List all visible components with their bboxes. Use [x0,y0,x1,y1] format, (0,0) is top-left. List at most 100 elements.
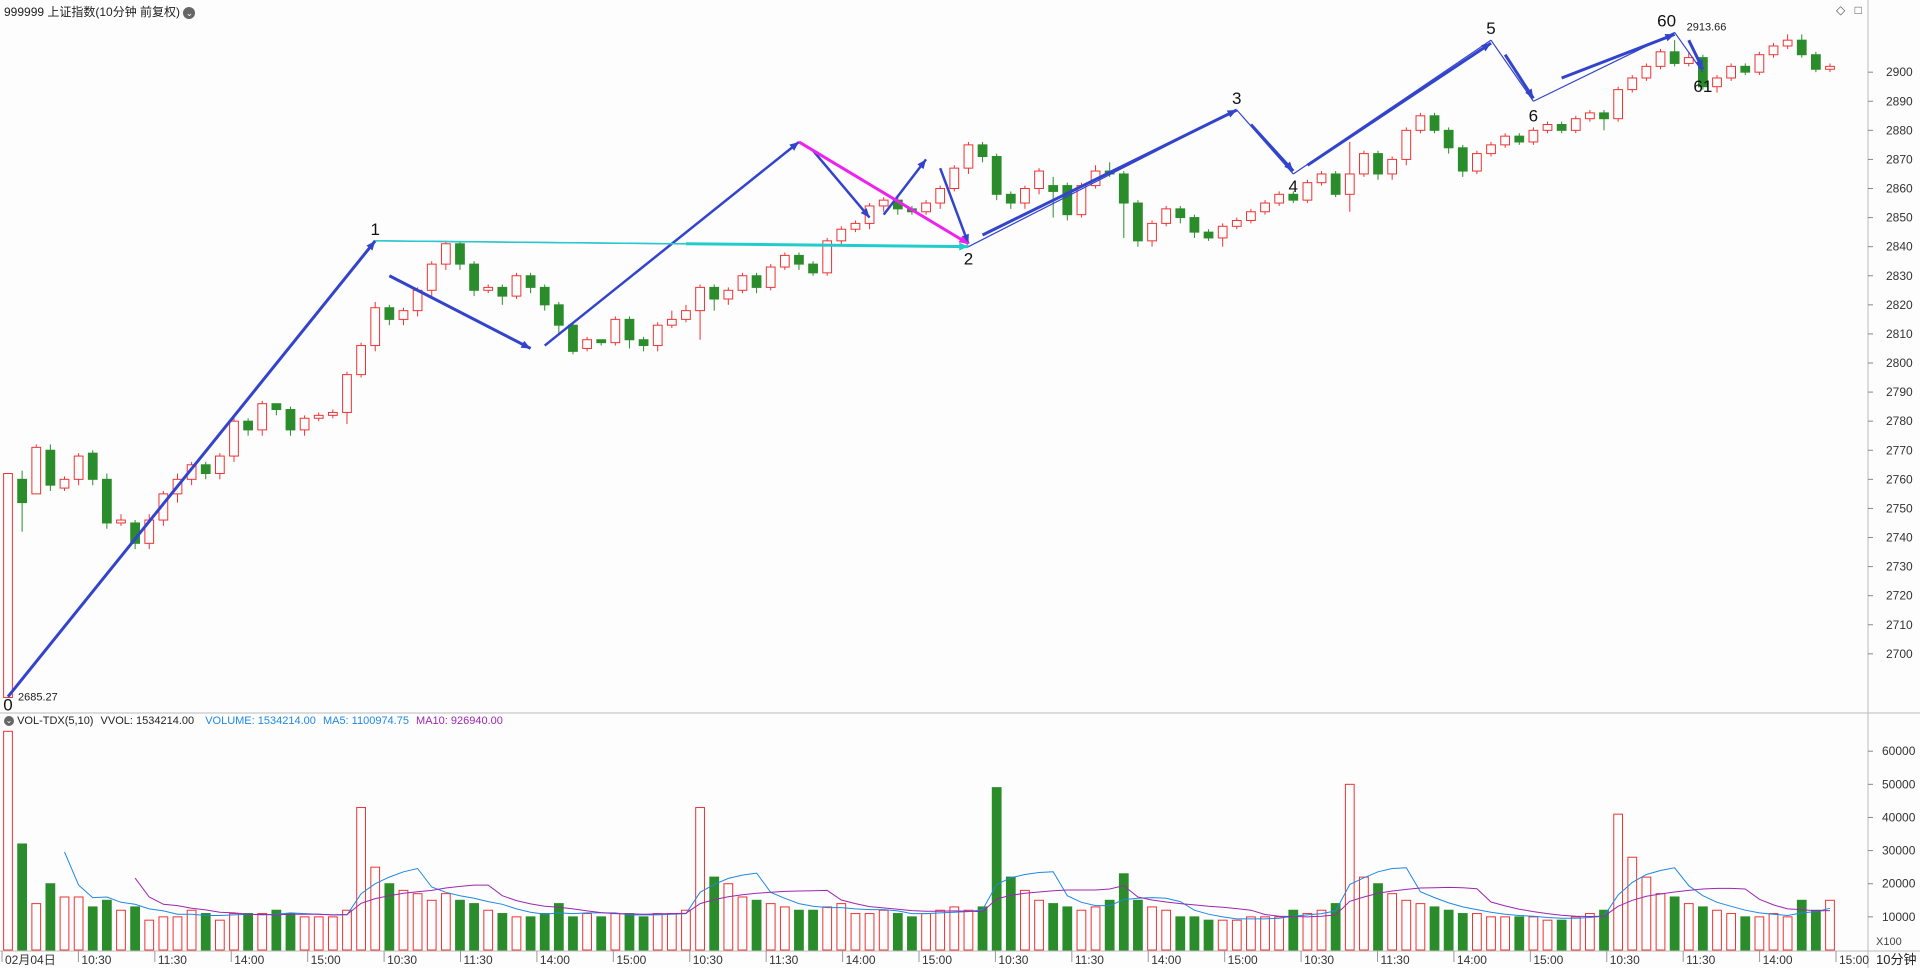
chevron-down-icon[interactable]: ⌄ [183,6,196,19]
volume-tick-label: 30000 [1882,844,1916,858]
candle-body [398,310,409,320]
price-tick-label: 2730 [1886,560,1913,574]
wave-segment [1490,39,1534,102]
volume-bar [836,903,847,951]
candle-body [949,167,960,189]
diamond-icon[interactable]: ◇ [1836,3,1846,17]
volume-bar [299,916,310,951]
candle-body [695,286,705,312]
volume-bar [1005,876,1016,951]
volume-bar [1768,913,1779,951]
volume-bar [1359,876,1369,951]
candle-body [737,275,748,291]
price-tick-label: 2750 [1886,501,1913,515]
candle-body [356,345,366,376]
volume-bar [878,909,889,951]
candle-body [1217,225,1228,239]
candle-body [313,414,324,419]
volume-bar [257,913,268,951]
volume-bar [116,909,126,951]
wave-arrow-arrowhead [1664,34,1675,42]
wave-label: 60 [1657,11,1676,30]
time-tick-label: 14:00 [234,953,264,967]
time-axis: 02月04日 10:30 11:30 14:00 15:00 10:30 11:30 14:0… [1,951,1869,967]
time-tick-label: 15:00 [1839,953,1869,967]
volume-bars[interactable] [3,730,1835,951]
volume-bar [1542,919,1553,951]
volume-bar [949,906,960,951]
volume-bar [610,913,621,951]
wave-label: 3 [1232,89,1241,108]
volume-bar [1118,873,1129,951]
candle-body [539,286,550,306]
volume-bar [144,919,155,951]
volume-bar [87,906,98,951]
price-tick-label: 2760 [1886,472,1913,486]
volume-bar [892,913,903,951]
volume-bar [1344,783,1355,951]
volume-bar [991,787,1002,951]
volume-bar [1020,889,1030,951]
wave-arrow [388,274,532,350]
candle-body [525,275,536,288]
low-price-annotation: 2685.27 [18,692,58,704]
candle-body [723,289,734,300]
volume-bar [186,909,197,951]
candle-body [455,243,465,265]
time-tick-label: 11:30 [464,953,493,967]
vol-vvol: VVOL: 1534214.00 [100,715,195,727]
volume-bar [1062,906,1073,951]
window-icon[interactable]: □ [1854,3,1862,17]
candle-body [1500,135,1511,146]
candles[interactable] [3,34,1835,698]
time-tick-label: 14:00 [1151,953,1181,967]
candle-body [257,403,268,431]
time-tick-label: 10:30 [81,953,111,967]
candle-body [1316,173,1327,184]
volume-bar [511,916,522,951]
candle-body [1062,185,1073,216]
time-tick-label: 11:30 [1075,953,1104,967]
time-tick-label: 10:30 [1610,953,1640,967]
candle-body [511,275,522,297]
candle-body [1754,54,1765,73]
wave-label: 6 [1529,106,1538,125]
price-tick-label: 2890 [1886,94,1913,108]
period-label[interactable]: 10分钟 [1876,952,1916,967]
volume-bar [1373,883,1383,951]
volume-bar [1500,916,1511,951]
price-tick-label: 2810 [1886,327,1913,341]
wave-arrow-arrowhead [789,141,799,151]
volume-bar [229,913,239,951]
candle-body [638,339,649,347]
time-tick-label: 15:00 [922,953,952,967]
candle-body [1133,202,1143,242]
candle-body [1260,202,1270,213]
time-tick-label: 10:30 [998,953,1028,967]
candle-body [1387,158,1398,175]
volume-bar [1796,899,1807,951]
volume-bar [469,903,479,951]
candle-body [116,519,126,524]
price-tick-label: 2740 [1886,531,1913,545]
wave-overlay: 0 1 2 3 4 5 6 60 61 2685.27 2913.66 [3,11,1726,714]
wave-label: 0 [3,696,12,715]
volume-bar [497,913,508,951]
volume-bar [624,913,635,951]
wave-arrow-arrowhead [366,240,376,251]
wave-label: 61 [1693,77,1712,96]
candle-body [87,452,98,480]
candle-body [1782,39,1793,47]
candle-body [1556,124,1567,131]
candle-body [610,318,621,344]
candle-body [1810,54,1821,70]
volume-bar [1147,906,1157,951]
candle-body [1118,173,1129,204]
chevron-down-icon[interactable]: ⌄ [4,716,14,727]
time-tick-label: 11:30 [158,953,187,967]
volume-bar [794,909,804,951]
time-tick-label: 11:30 [769,953,798,967]
candle-body [17,478,28,504]
volume-bar [1175,916,1186,951]
